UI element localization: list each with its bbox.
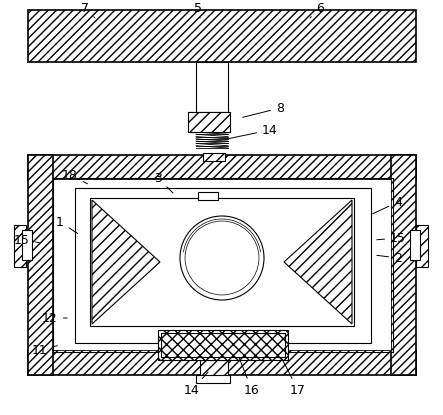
- Bar: [22, 230, 32, 260]
- Text: 15: 15: [377, 232, 406, 244]
- Circle shape: [180, 216, 264, 300]
- Text: 14: 14: [184, 372, 208, 396]
- Bar: [158, 330, 288, 360]
- Text: 11: 11: [32, 344, 57, 356]
- Bar: [61, 186, 385, 344]
- Bar: [196, 62, 228, 112]
- Text: 7: 7: [81, 2, 95, 18]
- Text: 4: 4: [373, 195, 402, 214]
- Bar: [28, 155, 53, 375]
- Bar: [28, 155, 416, 180]
- Bar: [75, 188, 371, 343]
- Bar: [28, 350, 416, 375]
- Text: 18: 18: [62, 168, 88, 184]
- Bar: [14, 225, 26, 267]
- Text: 17: 17: [281, 357, 306, 396]
- Text: 8: 8: [243, 102, 284, 117]
- Polygon shape: [284, 200, 352, 324]
- Text: 12: 12: [42, 312, 67, 325]
- Circle shape: [185, 221, 259, 295]
- Bar: [83, 196, 363, 335]
- Bar: [53, 178, 393, 352]
- Bar: [198, 192, 218, 200]
- Text: 3: 3: [154, 171, 173, 193]
- Text: 6: 6: [310, 2, 324, 18]
- Bar: [188, 112, 230, 132]
- Bar: [203, 153, 225, 161]
- Bar: [161, 333, 285, 357]
- Bar: [28, 10, 416, 62]
- Polygon shape: [92, 200, 160, 324]
- Text: 14: 14: [225, 124, 278, 139]
- Bar: [416, 225, 428, 267]
- Bar: [196, 375, 230, 383]
- Bar: [90, 198, 354, 326]
- Bar: [53, 180, 391, 350]
- Bar: [391, 155, 416, 375]
- Text: 15: 15: [14, 234, 39, 247]
- Text: 2: 2: [377, 251, 402, 264]
- Text: 1: 1: [56, 215, 78, 234]
- Text: 16: 16: [239, 358, 260, 396]
- Bar: [200, 360, 228, 380]
- Bar: [410, 230, 420, 260]
- Text: 5: 5: [194, 2, 202, 18]
